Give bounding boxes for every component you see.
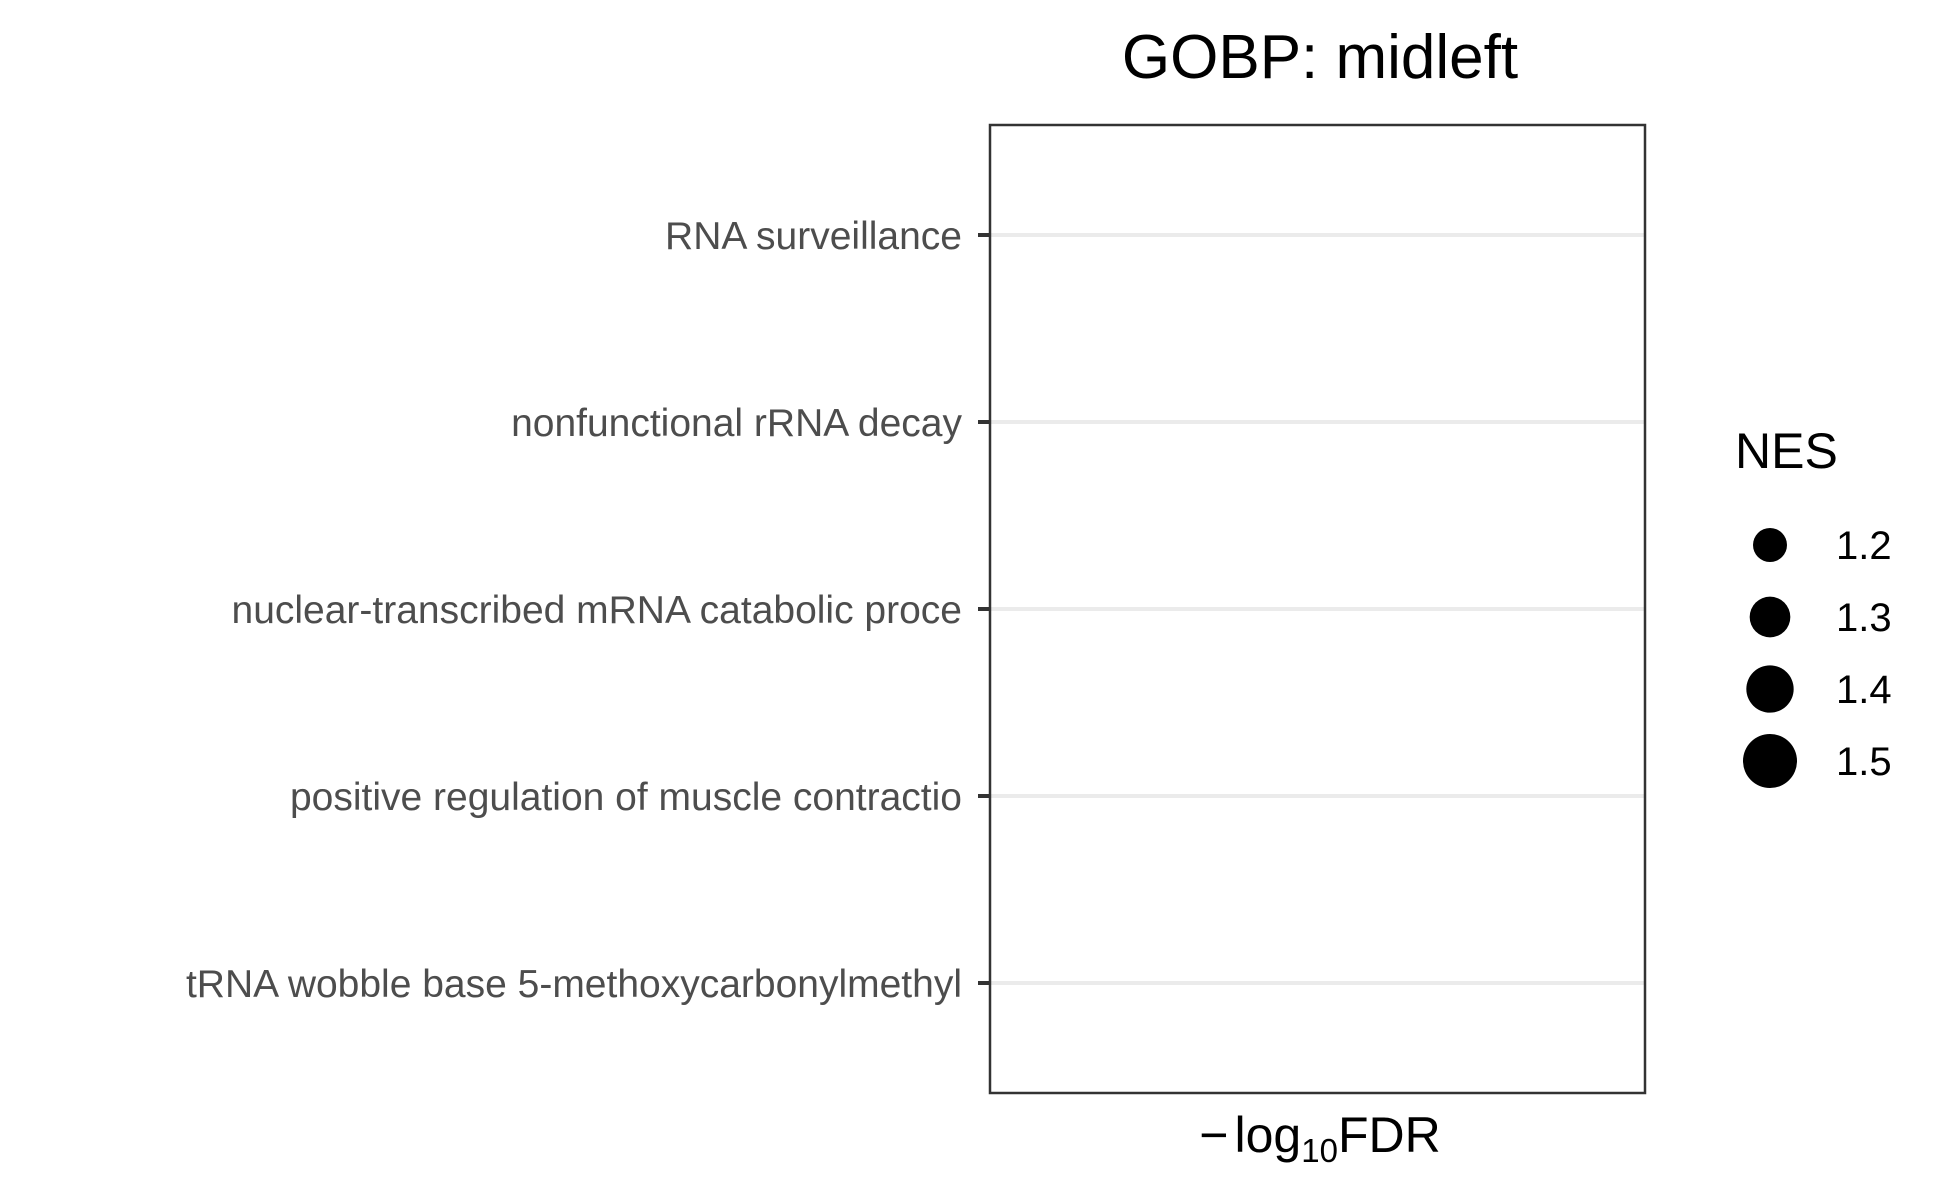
y-tick-label: nuclear-transcribed mRNA catabolic proce (232, 589, 963, 632)
legend-key-point (1743, 734, 1797, 788)
y-tick-label: RNA surveillance (665, 215, 962, 258)
plot-panel-border (988, 123, 1647, 1095)
legend-key-point (1753, 528, 1787, 562)
x-axis-title-subscript: 10 (1301, 1132, 1338, 1169)
x-axis-title-prefix: − (1199, 1107, 1228, 1163)
y-tick-label: positive regulation of muscle contractio (290, 776, 962, 819)
y-tick-label: tRNA wobble base 5-methoxycarbonylmethyl (186, 963, 962, 1006)
gridlines (990, 233, 1645, 985)
legend-key-point (1749, 596, 1791, 638)
legend-entries: 1.2 1.3 1.4 1.5 (1743, 524, 1892, 788)
legend-label: 1.3 (1836, 596, 1892, 640)
y-tick-labels: RNA surveillance nonfunctional rRNA decay… (186, 215, 963, 1006)
y-tick-label: nonfunctional rRNA decay (511, 402, 962, 445)
legend: NES 1.2 1.3 1.4 1.5 (1735, 423, 1892, 788)
legend-label: 1.4 (1836, 668, 1892, 712)
legend-title: NES (1735, 423, 1838, 479)
x-axis-title-rest: FDR (1338, 1107, 1441, 1163)
y-ticks (978, 233, 990, 985)
x-axis-title: − log10FDR (1199, 1107, 1440, 1169)
legend-label: 1.2 (1836, 524, 1892, 568)
chart-title: GOBP: midleft (1122, 23, 1518, 92)
legend-label: 1.5 (1836, 740, 1892, 784)
x-axis-title-log: log (1234, 1107, 1301, 1163)
legend-key-point (1746, 665, 1794, 713)
